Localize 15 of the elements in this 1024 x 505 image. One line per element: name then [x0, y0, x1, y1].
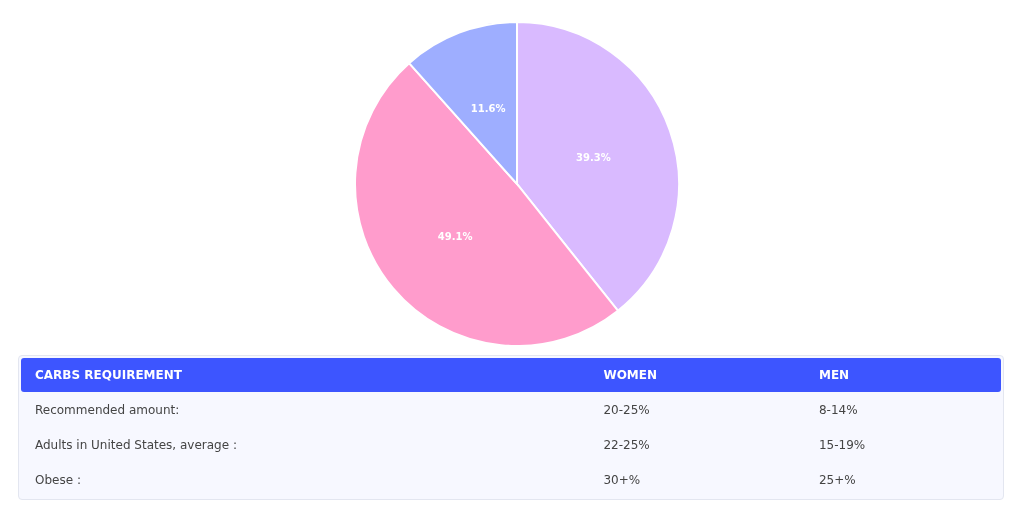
text: 22-25%: [603, 437, 650, 452]
category-label: Recommended amount:: [35, 402, 180, 417]
category-label: CARBS REQUIREMENT: [34, 368, 183, 382]
text: 8-14%: [818, 402, 858, 417]
category-label: Obese :: [35, 472, 81, 487]
data-label: 49.1%: [437, 230, 473, 242]
text: 20-25%: [603, 402, 650, 417]
data-label: 39.3%: [576, 151, 611, 163]
category-label: MEN: [818, 368, 851, 382]
category-label: Adults in United States, average :: [35, 437, 237, 452]
text: 15-19%: [818, 437, 866, 452]
text: 30+%: [603, 472, 641, 487]
category-label: WOMEN: [602, 368, 658, 382]
data-label: 11.6%: [470, 102, 506, 114]
text: 25+%: [818, 472, 856, 487]
